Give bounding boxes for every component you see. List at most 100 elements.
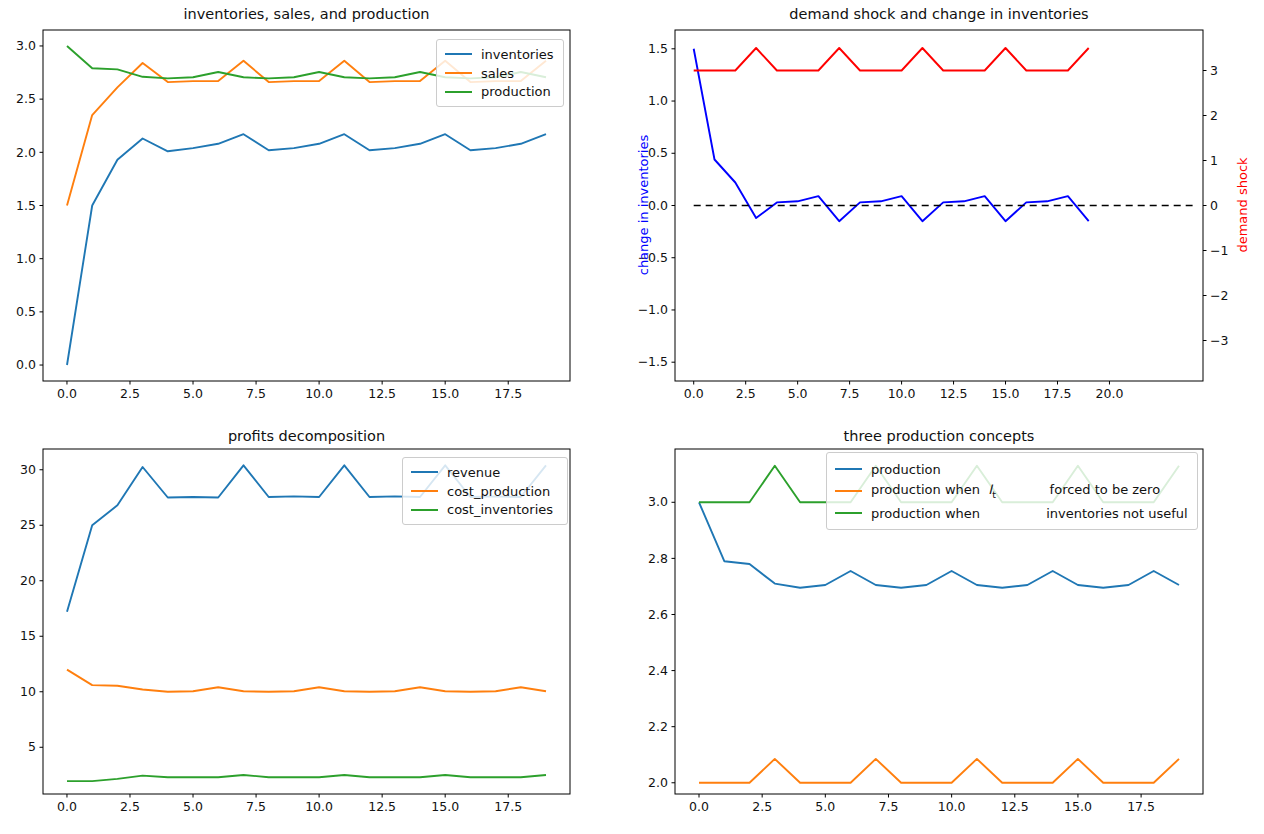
svg-text:15.0: 15.0 <box>431 799 459 814</box>
svg-text:12.5: 12.5 <box>368 386 396 401</box>
svg-text:7.5: 7.5 <box>879 799 899 814</box>
legend-label: revenue <box>447 466 500 479</box>
svg-text:3.0: 3.0 <box>648 494 668 509</box>
legend-line-sample <box>411 509 438 511</box>
svg-text:17.5: 17.5 <box>1127 799 1155 814</box>
svg-text:2.5: 2.5 <box>120 799 140 814</box>
svg-text:3: 3 <box>1210 63 1218 78</box>
svg-text:20: 20 <box>20 573 36 588</box>
legend-line-sample <box>835 490 862 492</box>
legend-label: production when inventories not useful <box>871 507 1188 520</box>
svg-text:5.0: 5.0 <box>183 386 203 401</box>
series-demand-shock <box>694 48 1089 71</box>
svg-text:10.0: 10.0 <box>888 386 916 401</box>
svg-text:1.5: 1.5 <box>16 198 36 213</box>
svg-text:0.5: 0.5 <box>16 304 36 319</box>
svg-text:12.5: 12.5 <box>368 799 396 814</box>
series-production-when-i-t-forced-to-be-zero <box>699 759 1179 783</box>
legend-line-sample <box>445 53 472 55</box>
legend-line-sample <box>411 490 438 492</box>
svg-text:5.0: 5.0 <box>815 799 835 814</box>
y-axis-ticks: 2.02.22.42.62.83.0 <box>648 494 675 789</box>
ylabel-change-in-inventories: change in inventories <box>636 135 651 276</box>
legend-label: sales <box>481 67 514 80</box>
svg-text:20.0: 20.0 <box>1096 386 1124 401</box>
svg-text:2.5: 2.5 <box>752 799 772 814</box>
subplot-inventories-sales-production: 0.02.55.07.510.012.515.017.50.00.51.01.5… <box>0 0 632 417</box>
svg-text:7.5: 7.5 <box>840 386 860 401</box>
series-cost-inventories <box>67 775 546 781</box>
x-axis-ticks: 0.02.55.07.510.012.515.017.520.0 <box>684 381 1124 401</box>
legend-label: production <box>871 463 941 476</box>
plot-area-demand-shock: 0.02.55.07.510.012.515.017.520.01.51.00.… <box>632 0 1264 417</box>
x-axis-ticks: 0.02.55.07.510.012.515.017.5 <box>57 794 522 814</box>
legend-item-0: production <box>835 459 1189 479</box>
svg-text:−2: −2 <box>1210 288 1228 303</box>
svg-text:15: 15 <box>20 628 36 643</box>
legend-label: cost_inventories <box>447 503 553 516</box>
svg-text:10.0: 10.0 <box>938 799 966 814</box>
svg-text:2.5: 2.5 <box>120 386 140 401</box>
legend-line-sample <box>411 471 438 473</box>
svg-text:15.0: 15.0 <box>1064 799 1092 814</box>
subplot-title: demand shock and change in inventories <box>675 7 1203 23</box>
legend-item-1: production when It forced to be zero <box>835 481 1189 501</box>
svg-text:−3: −3 <box>1210 333 1228 348</box>
legend: production production when It forced to b… <box>826 452 1198 530</box>
svg-text:2.2: 2.2 <box>648 719 668 734</box>
svg-text:7.5: 7.5 <box>246 799 266 814</box>
svg-text:30: 30 <box>20 462 36 477</box>
svg-text:3.0: 3.0 <box>16 38 36 53</box>
svg-text:0.0: 0.0 <box>648 198 668 213</box>
svg-text:5: 5 <box>28 739 36 754</box>
svg-text:0.0: 0.0 <box>689 799 709 814</box>
legend-line-sample <box>445 72 472 74</box>
svg-text:17.5: 17.5 <box>1044 386 1072 401</box>
ylabel-demand-shock: demand shock <box>1235 157 1250 252</box>
legend-line-sample <box>835 468 862 470</box>
svg-text:2.5: 2.5 <box>16 91 36 106</box>
svg-text:−1.0: −1.0 <box>638 302 668 317</box>
series-inventories <box>67 134 546 365</box>
svg-text:2.6: 2.6 <box>648 607 668 622</box>
svg-text:10.0: 10.0 <box>305 386 333 401</box>
svg-text:5.0: 5.0 <box>183 799 203 814</box>
svg-text:10.0: 10.0 <box>305 799 333 814</box>
svg-text:25: 25 <box>20 517 36 532</box>
svg-text:5.0: 5.0 <box>788 386 808 401</box>
subplot-profits-decomposition: 0.02.55.07.510.012.515.017.551015202530 … <box>0 417 632 834</box>
svg-text:15.0: 15.0 <box>431 386 459 401</box>
series-cost-production <box>67 670 546 692</box>
legend-label: cost_production <box>447 485 550 498</box>
legend-label: production when It forced to be zero <box>871 483 1160 499</box>
subplot-three-production-concepts: 0.02.55.07.510.012.515.017.52.02.22.42.6… <box>632 417 1264 834</box>
y-axis-ticks: 5 10 15 20 25 30 <box>20 462 43 755</box>
subplot-title: inventories, sales, and production <box>43 7 570 23</box>
svg-text:−1: −1 <box>1210 243 1228 258</box>
legend: revenue cost_production cost_inventories <box>402 457 568 525</box>
svg-text:1: 1 <box>1210 153 1218 168</box>
svg-text:2.0: 2.0 <box>648 775 668 790</box>
svg-text:0.0: 0.0 <box>57 799 77 814</box>
svg-text:2.5: 2.5 <box>736 386 756 401</box>
right-y-axis-ticks: 3210−1−2−3 <box>1203 63 1228 348</box>
svg-text:2.4: 2.4 <box>648 663 668 678</box>
svg-text:1.0: 1.0 <box>648 93 668 108</box>
legend-item-2: production <box>445 82 555 101</box>
svg-text:1.0: 1.0 <box>16 251 36 266</box>
legend-item-2: production when inventories not useful <box>835 503 1189 523</box>
svg-text:0.0: 0.0 <box>16 357 36 372</box>
legend-line-sample <box>445 91 472 93</box>
legend-line-sample <box>835 512 862 514</box>
svg-text:0: 0 <box>1210 198 1218 213</box>
legend-label: production <box>481 85 551 98</box>
legend-item-1: sales <box>445 64 555 83</box>
svg-text:12.5: 12.5 <box>940 386 968 401</box>
svg-text:10: 10 <box>20 684 36 699</box>
svg-text:0.0: 0.0 <box>684 386 704 401</box>
legend-label: inventories <box>481 48 554 61</box>
legend-item-1: cost_production <box>411 482 559 501</box>
subplot-title: three production concepts <box>675 429 1203 445</box>
svg-text:−1.5: −1.5 <box>638 354 668 369</box>
matplotlib-figure: 0.02.55.07.510.012.515.017.50.00.51.01.5… <box>0 0 1264 834</box>
